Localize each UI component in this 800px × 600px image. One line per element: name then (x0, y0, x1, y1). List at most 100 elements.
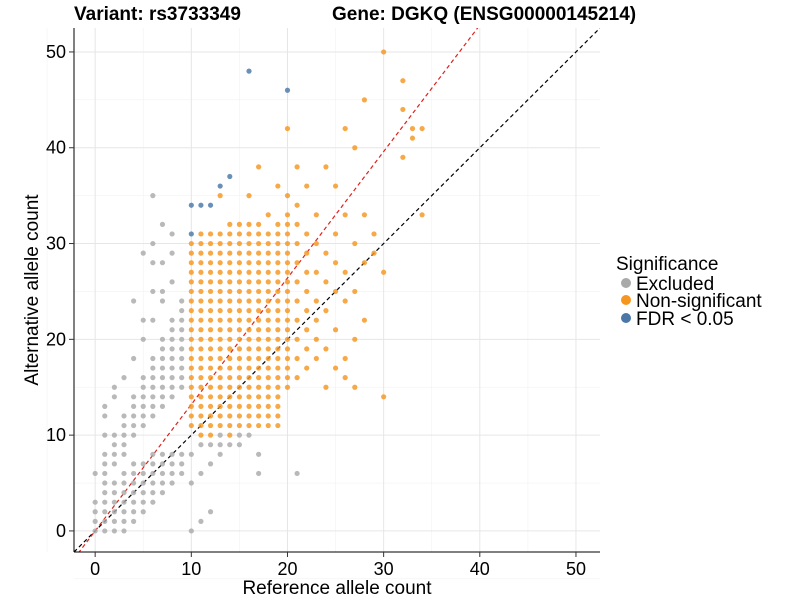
point-non-significant (419, 212, 425, 218)
point-non-significant (332, 365, 339, 371)
point-non-significant (217, 413, 223, 419)
point-non-significant (256, 394, 262, 400)
fitted-ratio-line (78, 28, 479, 552)
point-non-significant (332, 260, 339, 266)
legend-title: Significance (616, 254, 718, 275)
point-non-significant (256, 240, 262, 247)
point-non-significant (246, 221, 252, 227)
point-non-significant (275, 355, 281, 362)
point-non-significant (256, 365, 262, 371)
point-excluded (121, 518, 127, 524)
point-non-significant (207, 260, 214, 266)
point-non-significant (409, 135, 416, 141)
point-non-significant (284, 336, 291, 342)
point-excluded (159, 288, 166, 295)
point-non-significant (207, 422, 214, 429)
point-non-significant (246, 240, 252, 247)
point-non-significant (313, 298, 319, 304)
point-non-significant (265, 384, 271, 390)
point-excluded (179, 355, 185, 362)
point-non-significant (275, 375, 281, 381)
point-non-significant (265, 288, 271, 295)
point-excluded (150, 193, 156, 199)
point-excluded (111, 432, 117, 438)
point-fdr-0-05 (227, 173, 233, 180)
point-non-significant (188, 346, 194, 352)
y-tick-label: 50 (46, 42, 66, 62)
point-non-significant (265, 317, 271, 323)
point-non-significant (275, 403, 281, 409)
point-non-significant (284, 260, 291, 266)
point-non-significant (217, 317, 223, 323)
point-excluded (198, 518, 204, 524)
y-tick-label: 20 (46, 329, 66, 349)
point-excluded (111, 518, 117, 524)
point-non-significant (217, 288, 223, 295)
point-excluded (102, 499, 108, 505)
legend-swatch-excluded (621, 278, 631, 288)
point-non-significant (284, 221, 291, 227)
point-excluded (179, 298, 185, 304)
point-excluded (150, 375, 156, 381)
point-excluded (236, 432, 242, 438)
point-non-significant (284, 288, 291, 295)
point-non-significant (217, 279, 223, 285)
point-excluded (169, 384, 175, 390)
point-non-significant (198, 288, 204, 295)
point-excluded (150, 394, 156, 400)
point-non-significant (275, 260, 281, 266)
point-non-significant (246, 269, 252, 275)
point-non-significant (217, 193, 223, 199)
point-non-significant (236, 384, 242, 390)
point-non-significant (236, 346, 242, 352)
point-excluded (179, 384, 185, 390)
point-non-significant (207, 250, 214, 256)
point-non-significant (217, 336, 223, 342)
point-excluded (159, 260, 166, 266)
point-non-significant (227, 355, 233, 362)
chart-title-variant: Variant: rs3733349 (74, 4, 241, 25)
point-non-significant (409, 125, 416, 132)
point-non-significant (236, 308, 242, 314)
point-non-significant (188, 327, 194, 333)
point-excluded (92, 499, 98, 505)
point-non-significant (198, 346, 204, 352)
point-non-significant (236, 231, 242, 237)
point-non-significant (188, 308, 194, 314)
data-points (92, 49, 425, 534)
point-non-significant (198, 317, 204, 323)
point-non-significant (265, 422, 271, 429)
point-non-significant (227, 308, 233, 314)
point-excluded (140, 470, 146, 477)
point-excluded (102, 461, 108, 467)
point-non-significant (236, 317, 242, 323)
point-excluded (92, 470, 98, 477)
point-non-significant (207, 384, 214, 390)
point-non-significant (236, 336, 242, 342)
point-excluded (159, 461, 166, 467)
point-fdr-0-05 (198, 202, 204, 208)
point-non-significant (284, 355, 291, 362)
point-non-significant (265, 298, 271, 304)
point-excluded (179, 365, 185, 371)
point-non-significant (275, 384, 281, 390)
point-non-significant (313, 240, 319, 247)
point-non-significant (256, 288, 262, 295)
point-non-significant (313, 336, 319, 342)
point-excluded (179, 451, 185, 457)
point-excluded (169, 375, 175, 381)
point-non-significant (207, 231, 214, 237)
point-non-significant (207, 336, 214, 342)
point-non-significant (207, 317, 214, 323)
point-excluded (92, 509, 98, 515)
point-excluded (131, 403, 137, 409)
point-non-significant (227, 375, 233, 381)
point-excluded (140, 499, 146, 505)
point-excluded (111, 384, 117, 390)
legend-label-excluded: Excluded (636, 274, 714, 295)
point-non-significant (207, 298, 214, 304)
point-non-significant (400, 106, 406, 113)
point-excluded (102, 480, 108, 486)
point-non-significant (227, 240, 233, 247)
point-non-significant (294, 260, 300, 266)
